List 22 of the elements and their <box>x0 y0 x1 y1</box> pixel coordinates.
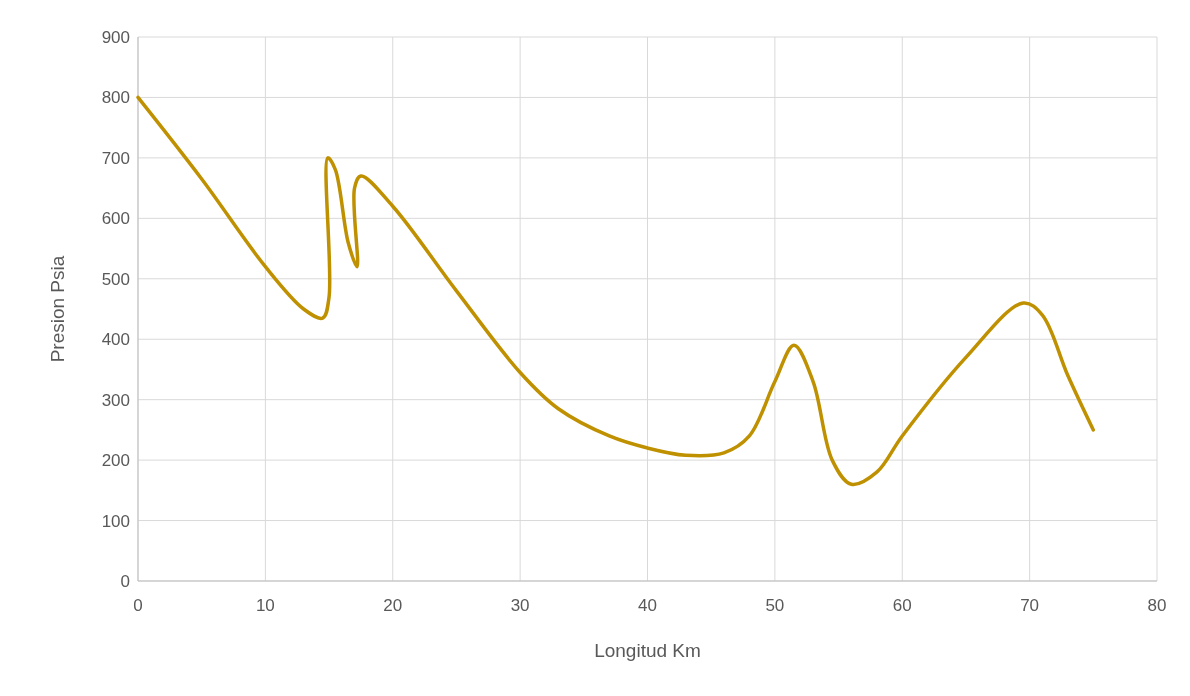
x-tick-label: 20 <box>383 596 403 615</box>
x-tick-label: 10 <box>255 596 275 615</box>
x-tick-label: 40 <box>638 596 657 615</box>
y-tick-label: 200 <box>101 451 130 471</box>
x-tick-label: 50 <box>765 596 785 615</box>
y-tick-label: 500 <box>101 269 130 289</box>
y-tick-label: 800 <box>101 88 130 108</box>
y-tick-label: 300 <box>101 390 130 410</box>
x-tick-label: 70 <box>1020 596 1040 615</box>
x-tick-label: 60 <box>892 596 912 615</box>
y-axis-title: Presion Psia <box>47 255 68 363</box>
y-tick-label: 0 <box>120 571 130 591</box>
x-tick-label: 80 <box>1147 596 1167 615</box>
x-axis-title: Longitud Km <box>594 640 701 661</box>
y-tick-label: 700 <box>101 148 130 168</box>
x-tick-label: 30 <box>510 596 530 615</box>
y-tick-label: 900 <box>101 27 130 47</box>
y-tick-label: 400 <box>101 330 130 350</box>
y-tick-label: 600 <box>101 209 130 229</box>
line-series <box>136 95 1096 487</box>
y-tick-label: 100 <box>101 511 130 531</box>
x-tick-label: 0 <box>133 596 143 615</box>
